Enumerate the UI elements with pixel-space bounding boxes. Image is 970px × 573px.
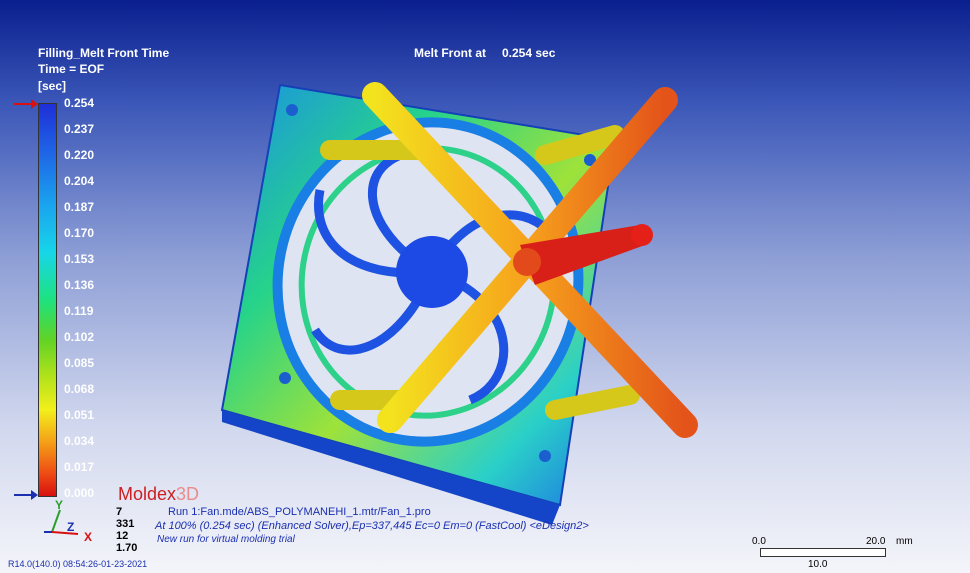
legend-tick: 0.085 (64, 356, 95, 370)
axis-y-label: Y (55, 498, 64, 512)
axis-x-label: X (84, 530, 93, 544)
run-number: 12 (116, 530, 129, 542)
moldex3d-logo: Moldex3D (118, 484, 199, 505)
axis-triad-icon (44, 509, 79, 535)
scale-bar-mid: 10.0 (808, 559, 828, 570)
legend-max-arrow-icon (14, 99, 38, 109)
legend-tick: 0.220 (64, 148, 95, 162)
legend-min-arrow-icon (14, 490, 38, 500)
legend-unit: [sec] (38, 79, 67, 93)
melt-front-value: 0.254 sec (502, 46, 556, 60)
scale-bar-start: 0.0 (752, 536, 766, 547)
legend-tick: 0.237 (64, 122, 95, 136)
legend-tick: 0.187 (64, 200, 95, 214)
mounting-holes (279, 104, 596, 462)
legend-tick: 0.034 (64, 434, 95, 448)
legend-title: Filling_Melt Front Time (38, 46, 170, 60)
legend-tick: 0.119 (64, 304, 94, 318)
legend-tick: 0.153 (64, 252, 95, 266)
scale-bar-unit: mm (896, 536, 913, 547)
legend-subtitle: Time = EOF (38, 62, 105, 76)
fan-hub (396, 236, 468, 308)
run-number: 7 (116, 506, 123, 518)
run-info-description: New run for virtual molding trial (157, 534, 295, 545)
color-scale-bar (38, 103, 57, 497)
brand-name: Moldex (118, 484, 177, 504)
brand-3d: 3D (176, 484, 200, 504)
legend-tick: 0.017 (64, 460, 95, 474)
legend-tick: 0.051 (64, 408, 95, 422)
legend-tick: 0.254 (64, 96, 95, 110)
run-info-file: Run 1:Fan.mde/ABS_POLYMANEHI_1.mtr/Fan_1… (168, 506, 431, 518)
melt-front-label: Melt Front at (414, 46, 486, 60)
run-number: 331 (116, 518, 135, 530)
legend-tick: 0.170 (64, 226, 95, 240)
scale-bar (760, 548, 886, 557)
run-number: 1.70 (116, 542, 138, 554)
legend-tick: 0.000 (64, 486, 95, 500)
scale-bar-end: 20.0 (866, 536, 886, 547)
legend-tick: 0.102 (64, 330, 95, 344)
runner-system (320, 82, 698, 438)
version-timestamp: R14.0(140.0) 08:54:26-01-23-2021 (8, 559, 148, 569)
legend-tick: 0.136 (64, 278, 95, 292)
legend-tick: 0.068 (64, 382, 95, 396)
run-info-status: At 100% (0.254 sec) (Enhanced Solver),Ep… (155, 520, 589, 532)
axis-z-label: Z (67, 520, 75, 534)
legend-tick: 0.204 (64, 174, 95, 188)
